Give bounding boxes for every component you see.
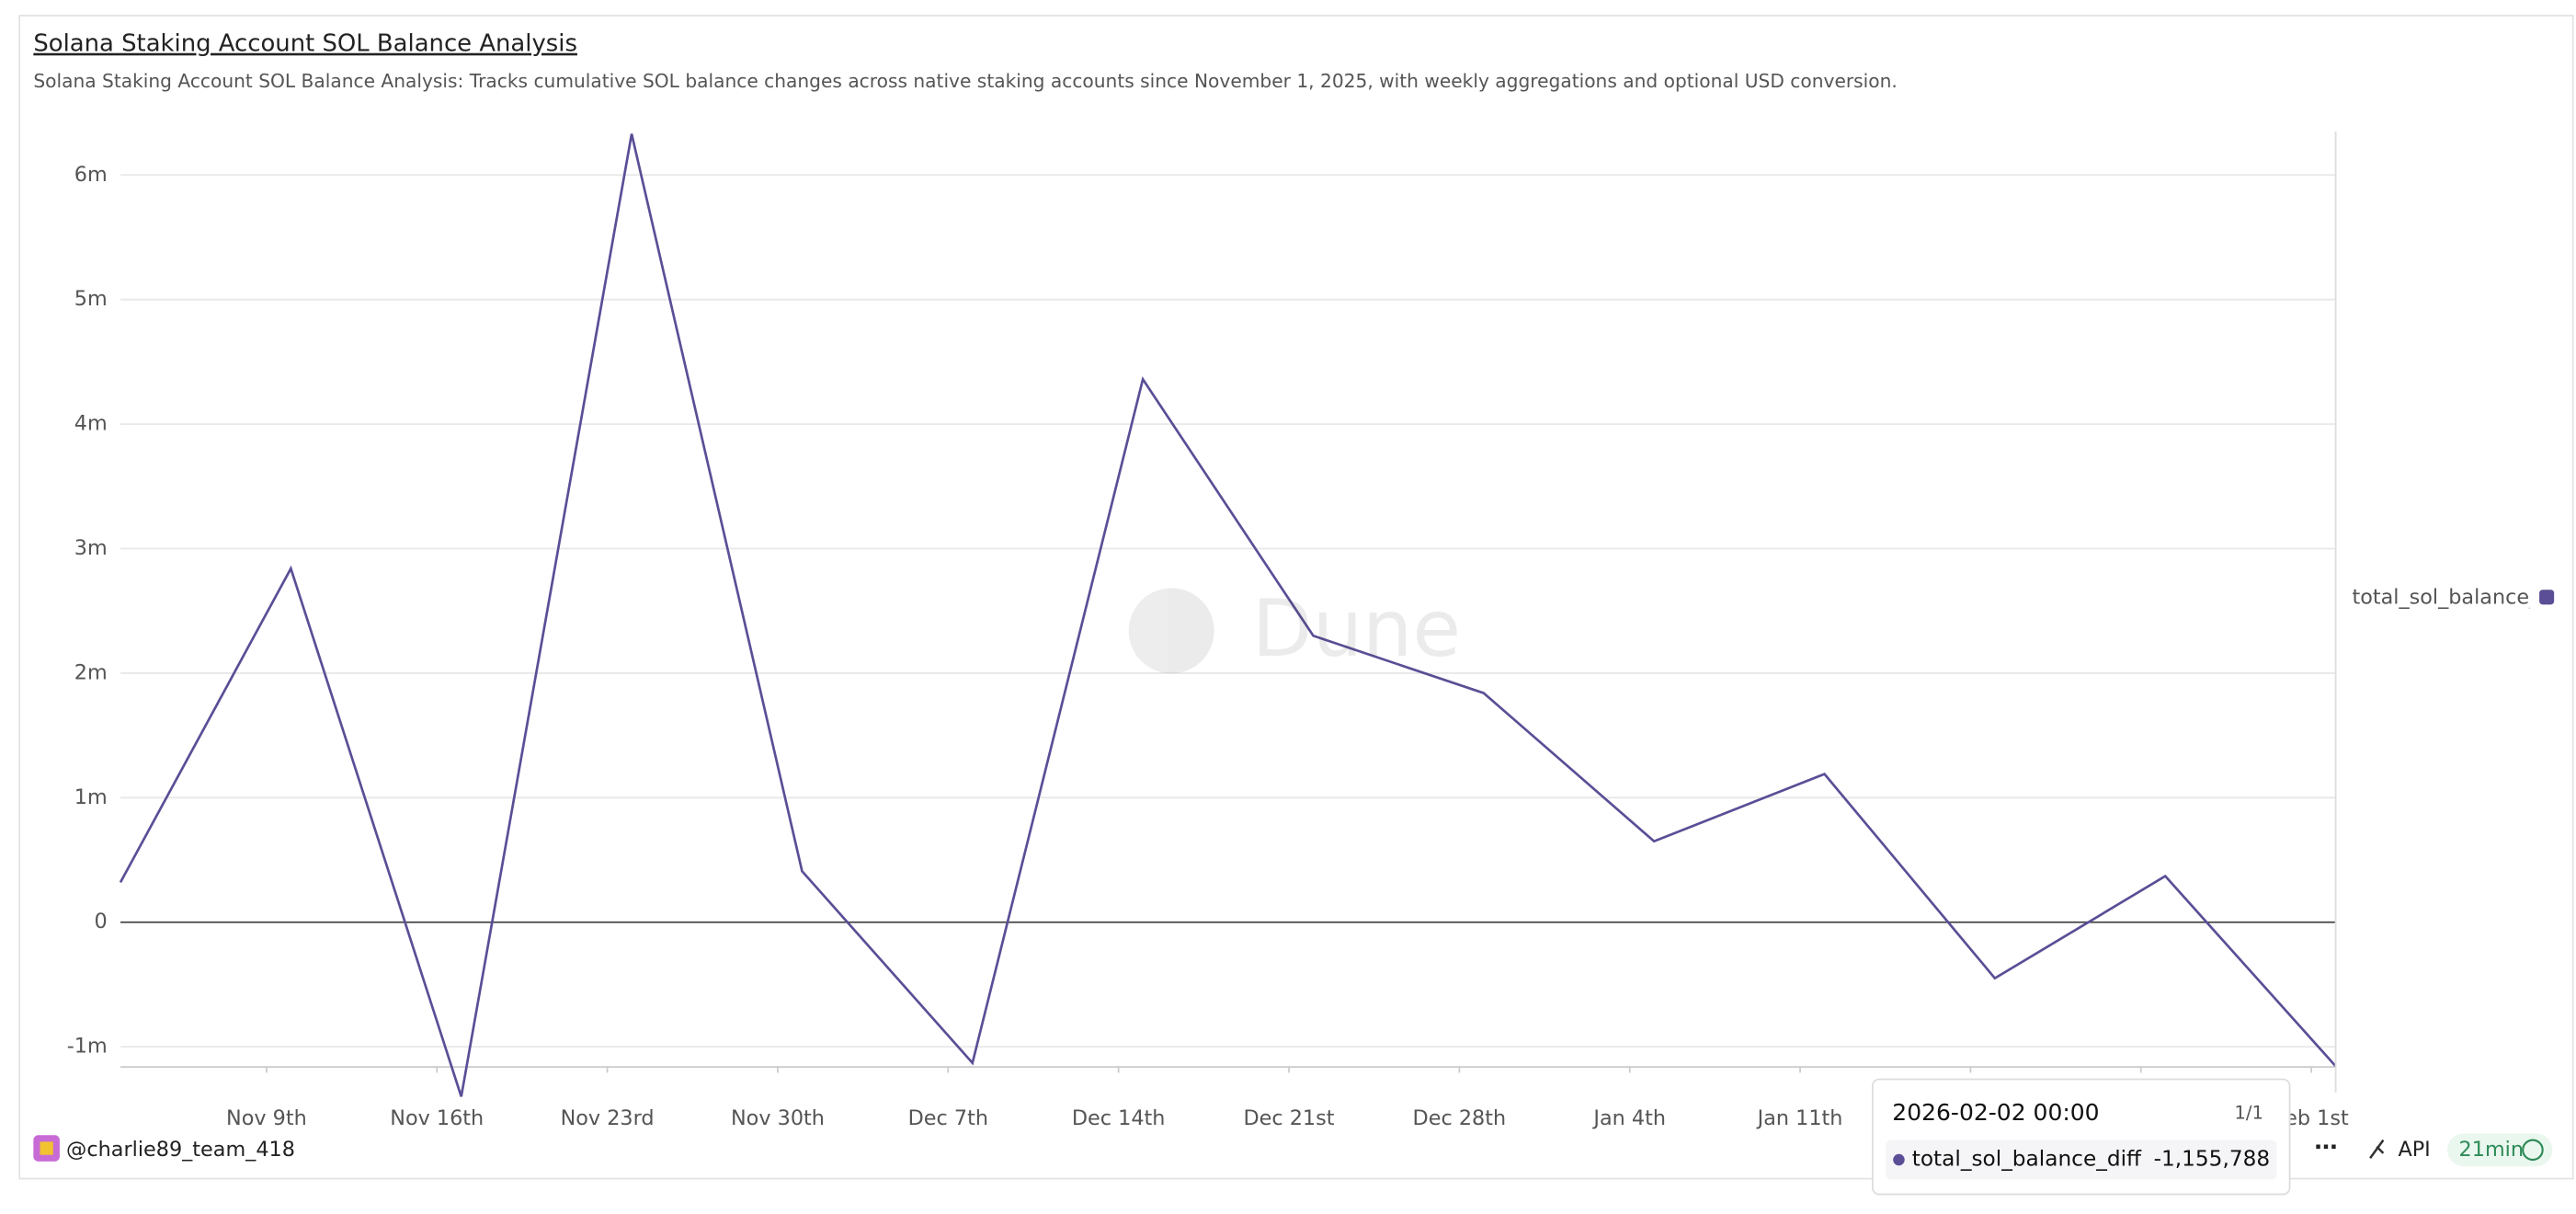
chart-title[interactable]: Solana Staking Account SOL Balance Analy…	[33, 30, 577, 58]
x-tick-label: Dec 14th	[1072, 1106, 1166, 1130]
tooltip-row	[1886, 1140, 2277, 1180]
age-label: 21min	[2459, 1138, 2524, 1162]
watermark: Dune	[1128, 583, 1461, 675]
x-tick-label: Dec 21st	[1243, 1106, 1334, 1130]
card	[18, 15, 2574, 1180]
age-check	[2522, 1139, 2544, 1162]
api-icon	[2369, 1139, 2385, 1160]
y-tick-label: -1m	[67, 1035, 108, 1059]
watermark-text: Dune	[1252, 583, 1461, 675]
y-tick-label: 0	[95, 910, 108, 933]
tooltip-swatch	[1893, 1153, 1905, 1166]
x-tick-label: Nov 9th	[226, 1106, 307, 1130]
avatar-detail	[40, 1141, 53, 1155]
x-tick-label: Nov 23rd	[561, 1106, 655, 1130]
chart-subtitle: Solana Staking Account SOL Balance Analy…	[33, 70, 1897, 92]
api-button[interactable]: API	[2398, 1138, 2430, 1162]
y-tick-label: 4m	[74, 412, 108, 436]
y-tick-label: 5m	[74, 287, 108, 311]
watermark-logo	[1128, 588, 1214, 674]
x-tick-label: Nov 16th	[390, 1106, 484, 1130]
x-tick-label: Dec 7th	[908, 1106, 988, 1130]
y-tick-label: 3m	[74, 536, 108, 560]
tooltip-page: 1/1	[2234, 1103, 2263, 1124]
tooltip-value: -1,155,788	[2154, 1147, 2271, 1172]
username[interactable]: @charlie89_team_418	[66, 1138, 295, 1162]
legend-swatch	[2539, 590, 2555, 605]
x-tick-label: Jan 11th	[1756, 1106, 1843, 1130]
tooltip-time: 2026-02-02 00:00	[1892, 1099, 2099, 1126]
x-tick-label: Dec 28th	[1413, 1106, 1507, 1130]
y-tick-label: 6m	[74, 163, 108, 187]
tooltip: 2026-02-02 00:00 1/1 total_sol_balance_d…	[1871, 1078, 2291, 1196]
x-tick-label: Jan 4th	[1591, 1106, 1666, 1130]
x-tick-label: Nov 30th	[731, 1106, 825, 1130]
series-line	[119, 133, 2337, 1097]
more-button[interactable]: ⋯	[2314, 1134, 2337, 1161]
tooltip-series: total_sol_balance_diff	[1912, 1147, 2142, 1172]
y-tick-label: 2m	[74, 660, 108, 684]
y-tick-label: 1m	[74, 785, 108, 809]
legend-label[interactable]: total_sol_balance_diff	[2352, 586, 2572, 610]
